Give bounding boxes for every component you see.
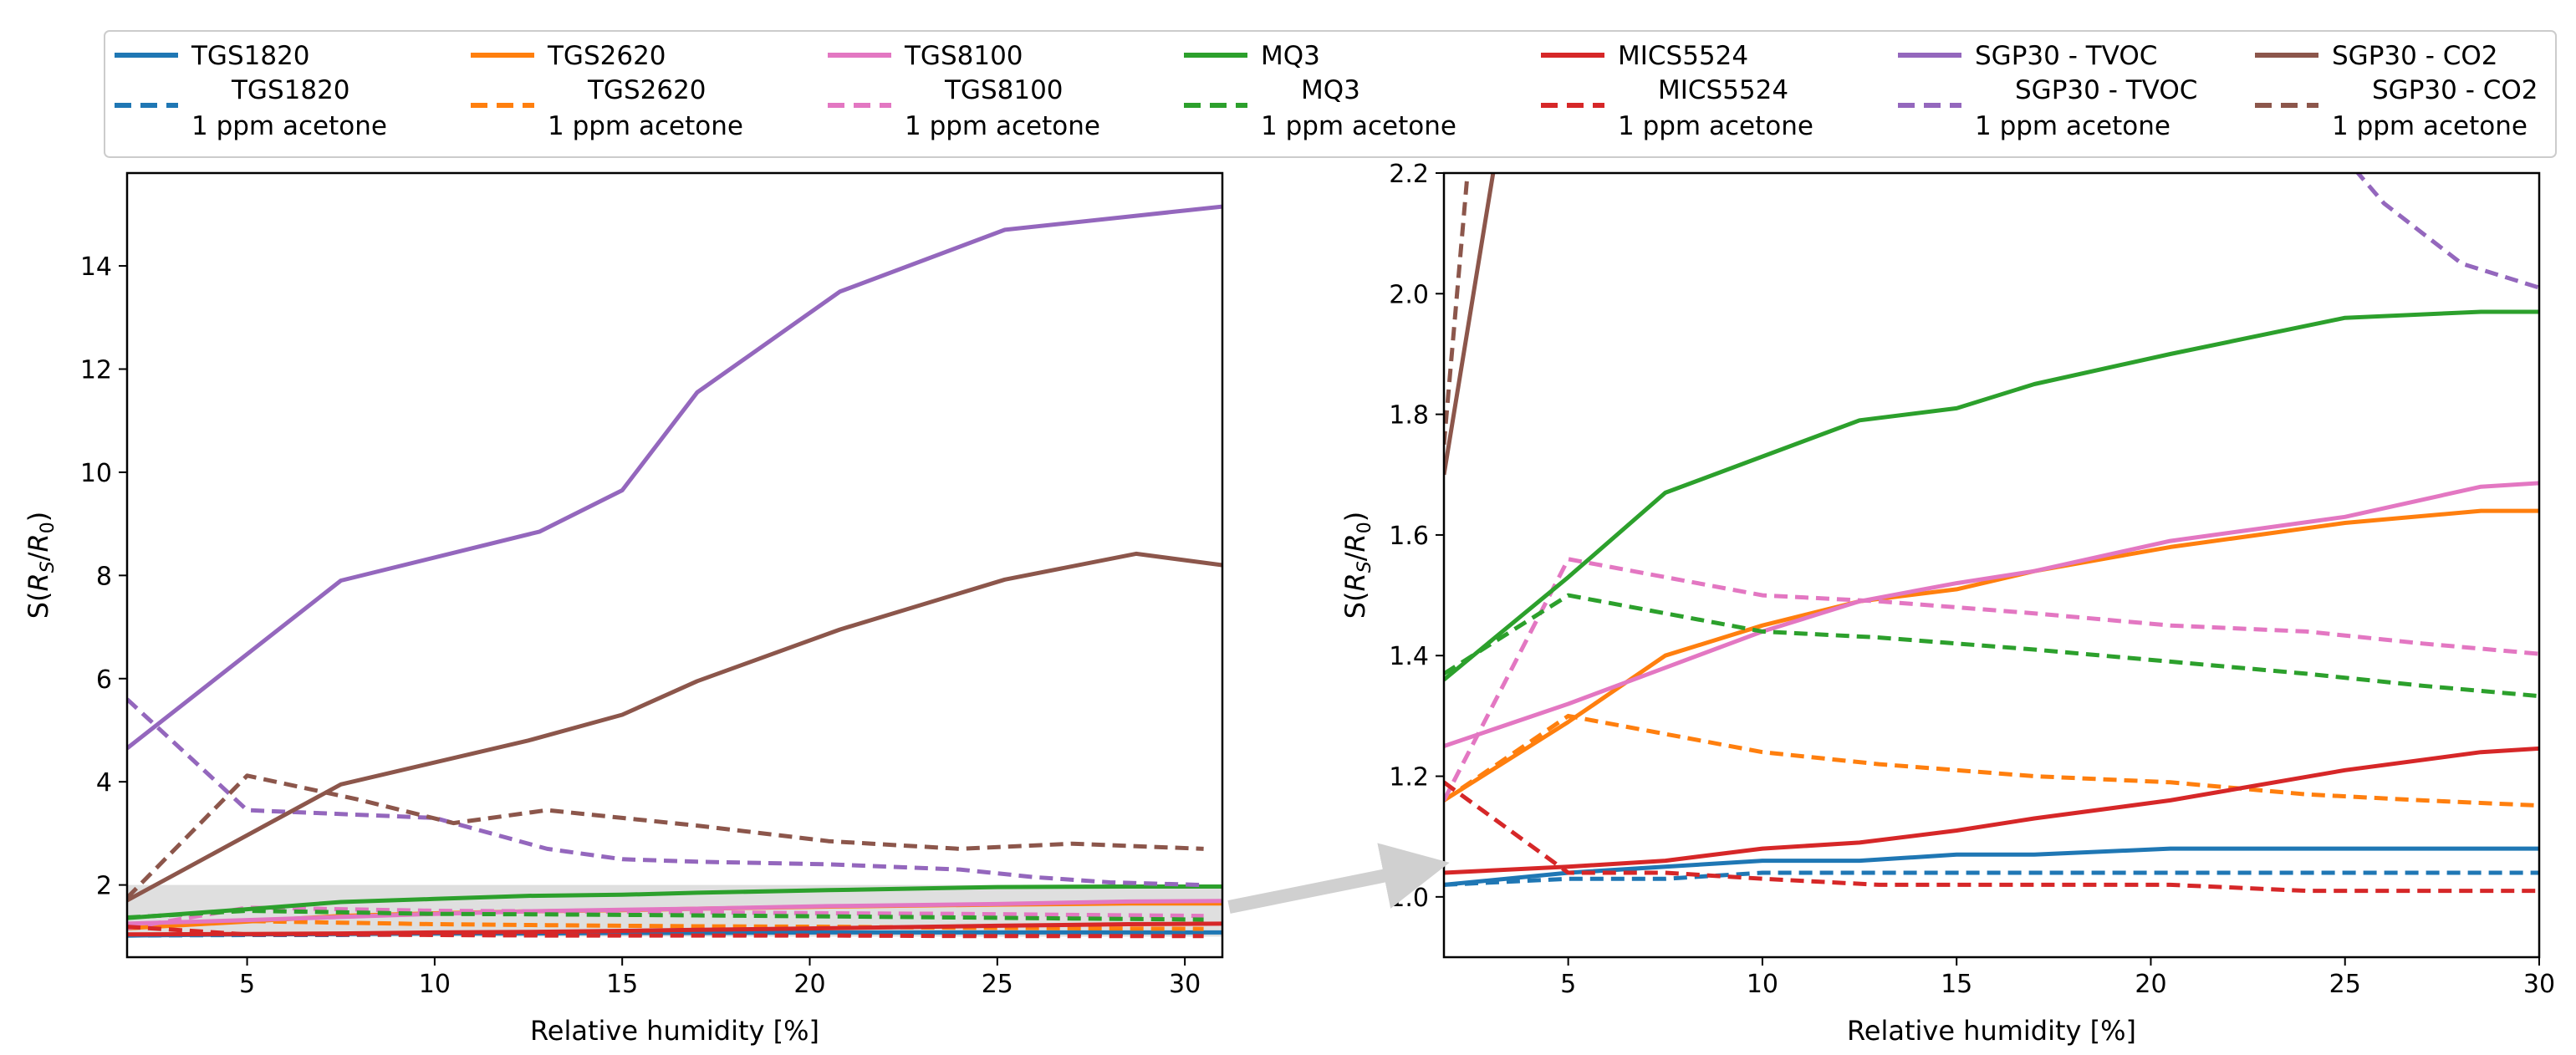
zoom-arrow <box>1227 843 1450 914</box>
legend-item: TGS8100 <box>828 41 1023 71</box>
y-tick-label: 14 <box>80 252 112 282</box>
y-tick-label: 2.0 <box>1389 280 1429 309</box>
y-tick-label: 1.8 <box>1389 401 1429 431</box>
legend-label: MICS5524 <box>1658 75 1788 105</box>
y-tick-label: 1.0 <box>1389 884 1429 913</box>
series-line <box>127 884 1222 920</box>
series-line <box>127 921 1222 937</box>
legend-label: TGS1820 <box>231 75 350 105</box>
y-axis-label: S(RS/R0) <box>1339 512 1375 619</box>
x-tick-label: 25 <box>982 970 1013 999</box>
series-line <box>127 697 1204 888</box>
x-tick-label: 10 <box>1747 970 1778 999</box>
legend-item: MICS5524 1 ppm acetone <box>1541 75 1813 141</box>
legend-label: MQ3 <box>1261 41 1320 71</box>
legend-sublabel: 1 ppm acetone <box>191 111 387 141</box>
y-tick-label: 1.6 <box>1389 522 1429 551</box>
x-axis-label: Relative humidity [%] <box>1847 1015 2136 1047</box>
series-line <box>127 551 1222 903</box>
y-tick-label: 1.2 <box>1389 763 1429 793</box>
x-tick-label: 15 <box>606 970 638 999</box>
legend-label: SGP30 - TVOC <box>2015 75 2197 105</box>
legend-label: TGS1820 <box>191 41 310 71</box>
legend-sublabel: 1 ppm acetone <box>1975 111 2170 141</box>
x-tick-label: 15 <box>1941 970 1972 999</box>
x-tick-label: 30 <box>1169 970 1201 999</box>
series-line <box>127 773 1204 900</box>
legend-label: TGS8100 <box>944 75 1064 105</box>
series-line <box>1444 508 2539 803</box>
legend-item: SGP30 - CO2 1 ppm acetone <box>2255 75 2538 141</box>
legend-sublabel: 1 ppm acetone <box>548 111 743 141</box>
series-line <box>1444 713 2539 808</box>
legend-item: SGP30 - TVOC <box>1898 41 2157 71</box>
legend-item: MICS5524 <box>1541 41 1748 71</box>
x-axis-label: Relative humidity [%] <box>530 1015 819 1047</box>
y-axis-label: S(RS/R0) <box>23 512 59 619</box>
y-tick-label: 1.4 <box>1389 642 1429 671</box>
series-line <box>1444 557 2539 802</box>
plot-frame <box>1442 171 2541 959</box>
legend-label: SGP30 - CO2 <box>2332 41 2498 71</box>
x-tick-label: 20 <box>2135 970 2166 999</box>
legend-item: SGP30 - CO2 <box>2255 41 2498 71</box>
x-tick-label: 25 <box>2329 970 2361 999</box>
legend-label: SGP30 - TVOC <box>1975 41 2157 71</box>
left-panel: 5 10 15 20 25 30 2 4 6 8 10 12 14 Relative humidity [… <box>23 171 1224 1047</box>
series-line <box>1444 481 2539 748</box>
y-tick-label: 8 <box>96 562 112 591</box>
legend-item: TGS8100 1 ppm acetone <box>828 75 1100 141</box>
series-layer <box>1444 173 2539 894</box>
legend-sublabel: 1 ppm acetone <box>1261 111 1456 141</box>
legend-item: TGS1820 <box>115 41 310 71</box>
legend-box <box>104 30 2557 158</box>
legend-item: MQ3 1 ppm acetone <box>1184 75 1456 141</box>
series-line <box>1444 746 2539 875</box>
x-tick-label: 30 <box>2523 970 2555 999</box>
legend-item: TGS2620 1 ppm acetone <box>471 75 743 141</box>
y-tick-label: 6 <box>96 665 112 695</box>
legend-item: SGP30 - TVOC 1 ppm acetone <box>1898 75 2197 141</box>
legend-label: MQ3 <box>1301 75 1360 105</box>
plot-frame <box>125 171 1224 959</box>
y-tick-label: 4 <box>96 768 112 798</box>
zoom-arrow-layer <box>1227 843 1450 914</box>
legend-sublabel: 1 ppm acetone <box>905 111 1100 141</box>
legend-item: MQ3 <box>1184 41 1320 71</box>
x-tick-label: 10 <box>419 970 451 999</box>
legend-sublabel: 1 ppm acetone <box>1618 111 1813 141</box>
series-line <box>127 204 1222 751</box>
legend-label: MICS5524 <box>1618 41 1748 71</box>
y-tick-label: 2 <box>96 872 112 901</box>
legend-label: TGS2620 <box>547 41 666 71</box>
x-tick-label: 5 <box>239 970 255 999</box>
y-tick-label: 2.2 <box>1389 160 1429 189</box>
legend: TGS1820 TGS2620 TGS8100 MQ3 MICS5524 SGP30 - … <box>104 30 2557 158</box>
series-line <box>1444 593 2539 699</box>
legend-label: TGS8100 <box>904 41 1023 71</box>
x-tick-label: 20 <box>793 970 825 999</box>
series-line <box>127 899 1222 926</box>
y-tick-label: 12 <box>80 356 112 385</box>
series-line <box>1444 870 2539 887</box>
x-tick-label: 5 <box>1560 970 1576 999</box>
legend-label: TGS2620 <box>587 75 706 105</box>
legend-sublabel: 1 ppm acetone <box>2332 111 2528 141</box>
legend-item: TGS1820 1 ppm acetone <box>115 75 387 141</box>
legend-item: TGS2620 <box>471 41 666 71</box>
series-line <box>1444 309 2539 682</box>
y-tick-label: 10 <box>80 459 112 488</box>
series-line <box>1444 780 2539 894</box>
series-line <box>1444 846 2539 887</box>
series-layer <box>127 204 1222 939</box>
legend-label: SGP30 - CO2 <box>2372 75 2538 105</box>
